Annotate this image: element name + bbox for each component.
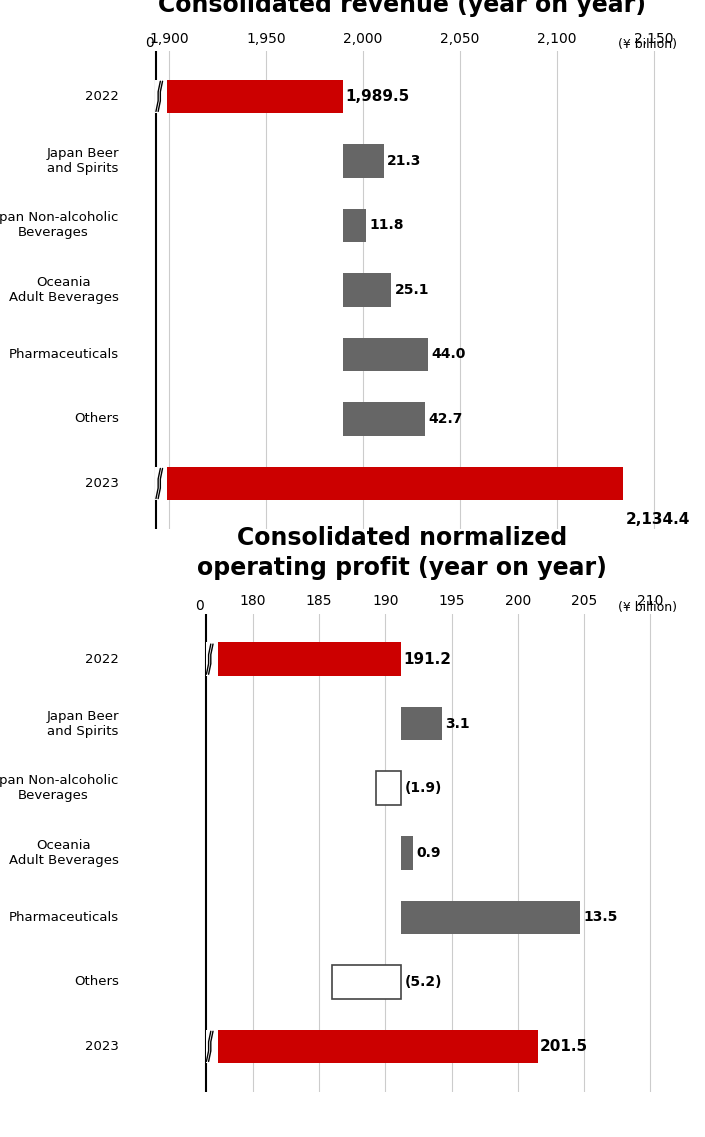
Bar (155, 80, 168, 113)
Text: 42.7: 42.7 (429, 412, 463, 426)
Bar (401, 836, 413, 870)
Bar (401, 901, 580, 935)
Text: Oceania
Adult Beverages: Oceania Adult Beverages (8, 839, 118, 866)
Bar (155, 467, 168, 500)
Text: Others: Others (74, 413, 118, 425)
Bar (163, 80, 343, 113)
Text: 201.5: 201.5 (540, 1039, 588, 1054)
Text: 2022: 2022 (85, 90, 118, 102)
Text: Japan Non-alcoholic
Beverages: Japan Non-alcoholic Beverages (0, 211, 118, 240)
Bar (343, 273, 391, 307)
Bar (213, 1030, 538, 1063)
Text: Oceania
Adult Beverages: Oceania Adult Beverages (8, 276, 118, 304)
Text: 13.5: 13.5 (583, 911, 618, 924)
Bar (156, 467, 623, 500)
Bar (163, 467, 623, 500)
Text: Others: Others (74, 976, 118, 988)
Text: (5.2): (5.2) (405, 974, 442, 989)
Text: 25.1: 25.1 (395, 283, 429, 297)
Title: Consolidated normalized
operating profit (year on year): Consolidated normalized operating profit… (197, 526, 607, 580)
Bar (332, 965, 401, 998)
Text: 2022: 2022 (85, 653, 118, 665)
Text: Pharmaceuticals: Pharmaceuticals (8, 911, 118, 923)
Text: 0: 0 (145, 36, 154, 50)
Text: Japan Beer
and Spirits: Japan Beer and Spirits (46, 709, 118, 738)
Bar (207, 642, 401, 675)
Text: (¥ billion): (¥ billion) (618, 39, 677, 51)
Text: Japan Beer
and Spirits: Japan Beer and Spirits (46, 147, 118, 175)
Text: Pharmaceuticals: Pharmaceuticals (8, 348, 118, 360)
Text: 0: 0 (195, 599, 204, 613)
Bar (401, 707, 442, 740)
Bar (206, 1030, 218, 1063)
Text: (1.9): (1.9) (405, 781, 442, 795)
Bar (376, 771, 401, 805)
Text: 2,134.4: 2,134.4 (625, 512, 690, 526)
Text: 1,989.5: 1,989.5 (345, 89, 409, 103)
Bar (207, 1030, 538, 1063)
Text: 3.1: 3.1 (446, 716, 470, 731)
Text: Japan Non-alcoholic
Beverages: Japan Non-alcoholic Beverages (0, 774, 118, 803)
Bar (343, 338, 428, 372)
Text: 2023: 2023 (85, 1040, 118, 1053)
Text: 0.9: 0.9 (417, 846, 441, 860)
Bar (343, 402, 426, 435)
Bar (206, 642, 218, 675)
Text: (¥ billion): (¥ billion) (618, 601, 677, 614)
Text: 191.2: 191.2 (403, 652, 451, 666)
Bar (156, 80, 343, 113)
Bar (343, 208, 366, 242)
Text: 11.8: 11.8 (369, 218, 403, 232)
Text: 2023: 2023 (85, 478, 118, 490)
Bar (213, 642, 401, 675)
Text: 44.0: 44.0 (431, 348, 466, 362)
Bar (343, 144, 384, 177)
Title: Consolidated revenue (year on year): Consolidated revenue (year on year) (158, 0, 646, 17)
Text: 21.3: 21.3 (387, 153, 422, 168)
